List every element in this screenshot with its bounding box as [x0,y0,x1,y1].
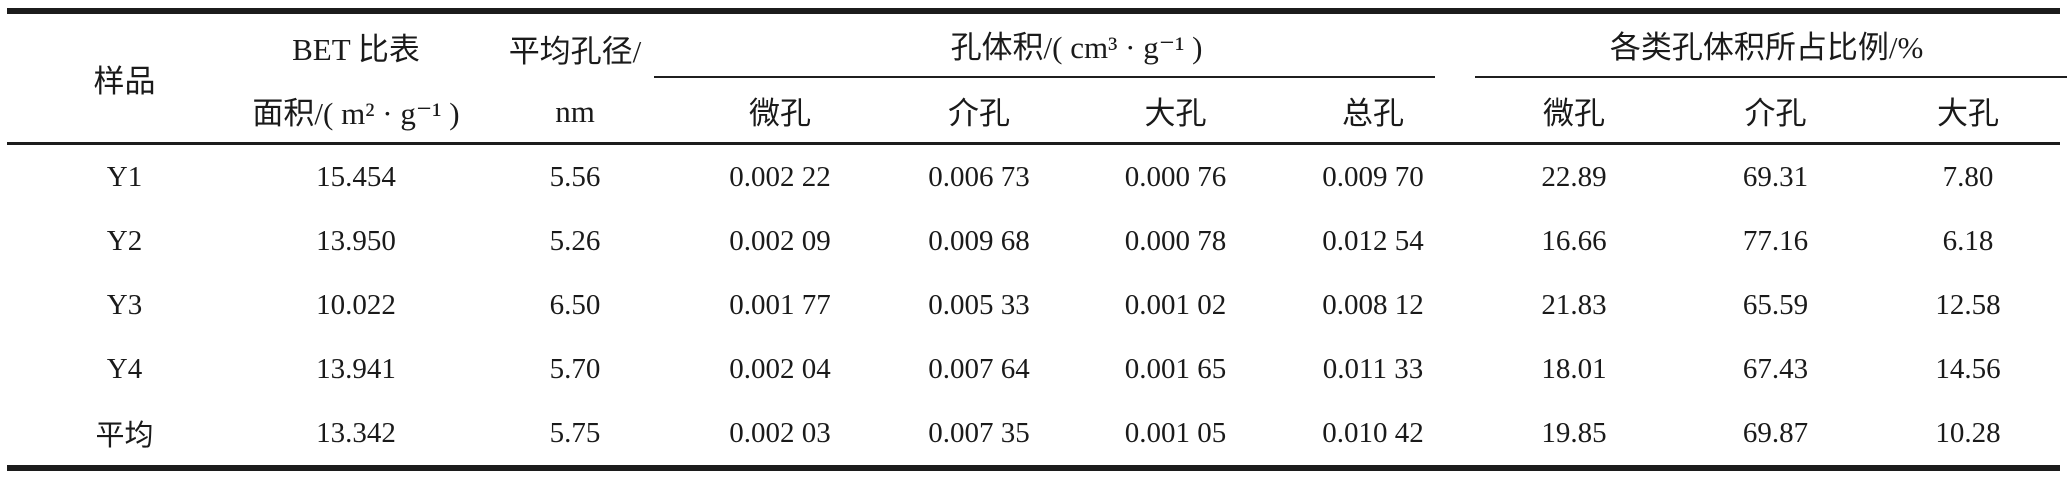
header-bet-line2: 面积/( m² · g⁻¹ ) [252,95,460,131]
table-header: 样品 BET 比表 面积/( m² · g⁻¹ ) 平均孔径/ nm 孔体积/(… [7,11,2067,144]
subheader-meso-volume: 介孔 [948,95,1010,131]
table-row: Y4 13.941 5.70 0.002 04 0.007 64 0.001 6… [7,337,2060,401]
cell-micro-percent: 22.89 [1473,142,1676,209]
cell-avg-pore: 5.56 [470,142,680,209]
cell-macro-volume: 0.000 76 [1078,142,1273,209]
cell-total-volume: 0.011 33 [1322,352,1424,385]
cell-avg-pore: 5.70 [549,352,601,385]
table-row: Y2 13.950 5.26 0.002 09 0.009 68 0.000 7… [7,209,2060,273]
subheader-micro-percent: 微孔 [1543,95,1606,131]
cell-bet: 13.950 [316,224,396,257]
cell-sample: 平均 [95,420,154,452]
cell-macro-percent: 12.58 [1935,288,2001,321]
cell-meso-volume: 0.009 68 [928,224,1030,257]
table-body: Y1 15.454 5.56 0.002 22 0.006 73 0.000 7… [7,142,2061,469]
table-row: 平均 13.342 5.75 0.002 03 0.007 35 0.001 0… [7,401,2060,468]
subheader-micro-volume: 微孔 [749,95,811,131]
cell-sample: Y3 [106,288,143,321]
cell-sample: Y2 [106,224,143,257]
header-bet-surface: BET 比表 面积/( m² · g⁻¹ ) [242,11,470,144]
group-ratio-rule [1475,76,2067,78]
header-group-pore-volume: 孔体积/( cm³ · g⁻¹ ) [654,11,1473,78]
header-row-1: 样品 BET 比表 面积/( m² · g⁻¹ ) 平均孔径/ nm 孔体积/(… [7,11,2067,131]
cell-meso-percent: 77.16 [1742,224,1809,257]
cell-total-volume: 0.010 42 [1322,416,1424,449]
header-group-pore-volume-label: 孔体积/( cm³ · g⁻¹ ) [950,29,1203,65]
cell-sample: Y1 [7,142,242,209]
cell-total-volume: 0.008 12 [1322,288,1424,321]
cell-micro-volume: 0.002 03 [729,416,831,449]
cell-total-volume: 0.012 54 [1322,224,1424,257]
cell-meso-percent: 65.59 [1742,288,1809,321]
cell-micro-volume: 0.002 04 [729,352,831,385]
header-sample: 样品 [93,63,156,99]
cell-bet: 15.454 [242,142,470,209]
cell-avg-pore: 5.75 [549,416,601,449]
cell-macro-volume: 0.001 65 [1124,352,1227,385]
cell-meso-volume: 0.007 64 [928,352,1030,385]
cell-meso-percent: 69.31 [1675,142,1877,209]
pore-structure-table: 样品 BET 比表 面积/( m² · g⁻¹ ) 平均孔径/ nm 孔体积/(… [7,8,2067,471]
table-row: Y1 15.454 5.56 0.002 22 0.006 73 0.000 7… [7,142,2061,209]
header-group-volume-ratio: 各类孔体积所占比例/% [1473,11,2067,78]
cell-avg-pore: 5.26 [549,224,601,257]
cell-micro-volume: 0.002 22 [680,142,880,209]
cell-sample: Y4 [106,352,143,385]
cell-macro-volume: 0.001 02 [1124,288,1227,321]
header-avg-pore-lines: 平均孔径/ nm [470,14,680,142]
cell-meso-volume: 0.005 33 [928,288,1030,321]
group-volume-rule [654,76,1436,78]
cell-micro-percent: 19.85 [1541,416,1607,449]
cell-total-volume: 0.009 70 [1273,142,1474,209]
cell-meso-volume: 0.006 73 [880,142,1078,209]
cell-micro-percent: 16.66 [1541,224,1607,257]
header-bet-lines: BET 比表 面积/( m² · g⁻¹ ) [242,14,470,142]
cell-micro-volume: 0.002 09 [729,224,831,257]
cell-avg-pore: 6.50 [549,288,601,321]
cell-macro-percent: 7.80 [1876,142,2061,209]
table-row: Y3 10.022 6.50 0.001 77 0.005 33 0.001 0… [7,273,2060,337]
cell-bet: 10.022 [316,288,396,321]
cell-macro-percent: 6.18 [1942,224,1994,257]
cell-macro-volume: 0.001 05 [1124,416,1227,449]
cell-macro-percent: 10.28 [1935,416,2001,449]
subheader-macro-percent: 大孔 [1937,95,2000,131]
cell-micro-percent: 21.83 [1541,288,1607,321]
cell-macro-percent: 14.56 [1935,352,2001,385]
header-avg-pore: 平均孔径/ nm [470,11,680,144]
header-bet-line1: BET 比表 [292,31,420,67]
header-group-volume-ratio-label: 各类孔体积所占比例/% [1609,29,1924,65]
cell-meso-percent: 69.87 [1742,416,1809,449]
subheader-macro-volume: 大孔 [1144,95,1207,131]
cell-bet: 13.342 [316,416,396,449]
cell-meso-volume: 0.007 35 [928,416,1030,449]
subheader-total-volume: 总孔 [1342,95,1405,131]
subheader-meso-percent: 介孔 [1744,95,1807,131]
cell-micro-percent: 18.01 [1541,352,1607,385]
cell-meso-percent: 67.43 [1742,352,1809,385]
cell-macro-volume: 0.000 78 [1124,224,1227,257]
cell-bet: 13.941 [316,352,396,385]
cell-micro-volume: 0.001 77 [729,288,831,321]
header-avg-pore-line2: nm [555,94,595,130]
header-avg-pore-line1: 平均孔径/ [508,33,642,69]
header-row-2: 微孔 介孔 大孔 总孔 微孔 介孔 大孔 [7,78,2060,144]
